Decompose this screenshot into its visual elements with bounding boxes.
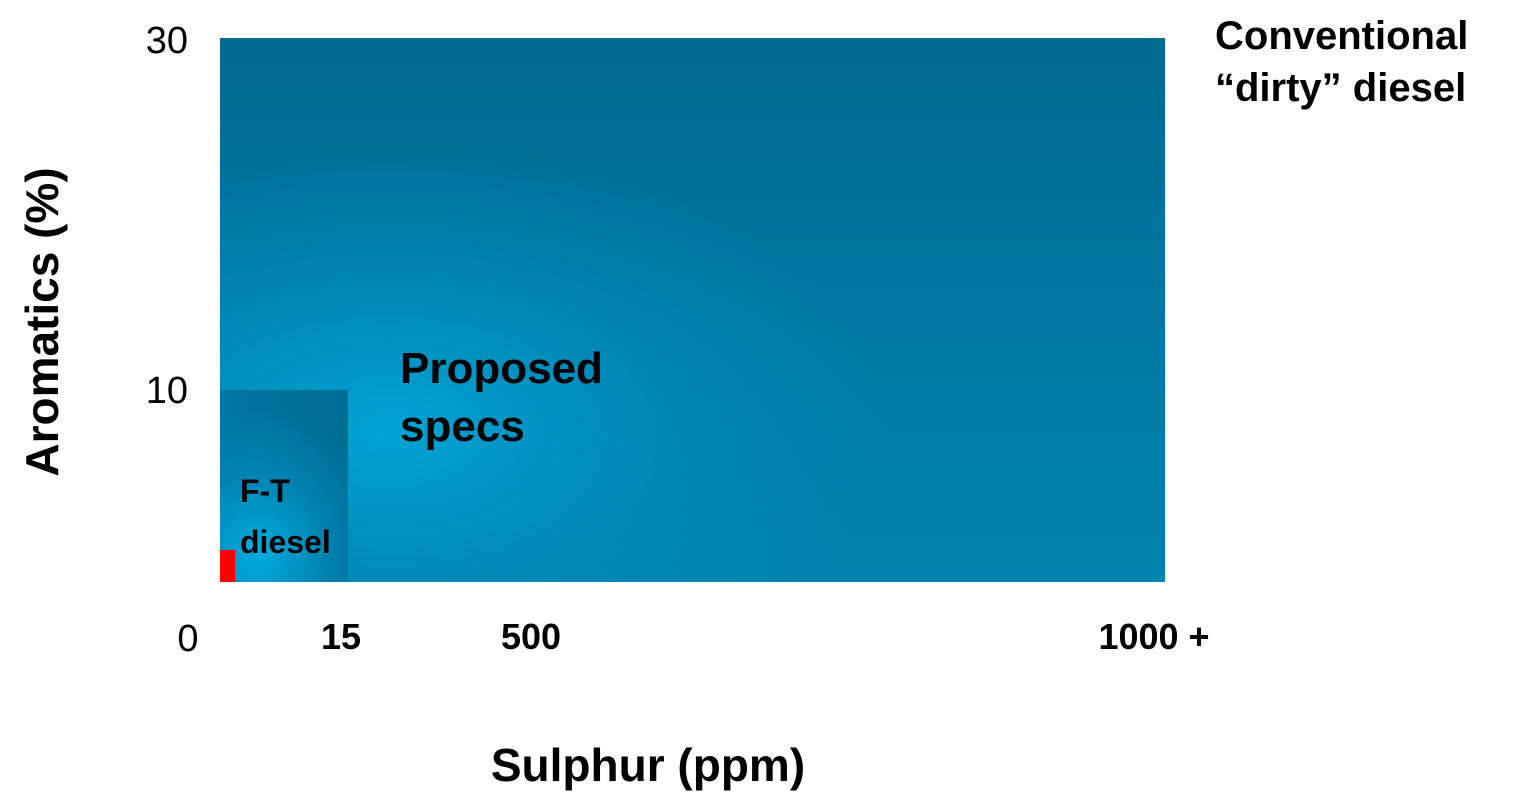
y-axis-title: Aromatics (%) bbox=[16, 167, 68, 477]
region-proposed-specs bbox=[220, 390, 348, 582]
x-axis-title: Sulphur (ppm) bbox=[490, 739, 806, 791]
y-tick-label-10: 10 bbox=[145, 370, 188, 412]
region-ft-diesel bbox=[220, 550, 235, 582]
x-tick-label-500: 500 bbox=[500, 616, 562, 657]
x-tick-label-15: 15 bbox=[320, 616, 362, 657]
annotation-proposed-specs: Proposed specs bbox=[400, 344, 603, 452]
x-tick-label-1000: 1000 + bbox=[1098, 616, 1210, 657]
annotation-ft-diesel: F-T diesel bbox=[240, 473, 331, 561]
y-tick-label-30: 30 bbox=[145, 20, 188, 62]
region-conventional-diesel bbox=[220, 38, 1165, 582]
annotation-conventional-diesel: Conventional “dirty” diesel bbox=[1215, 14, 1469, 110]
x-tick-label-0: 0 bbox=[177, 618, 199, 660]
